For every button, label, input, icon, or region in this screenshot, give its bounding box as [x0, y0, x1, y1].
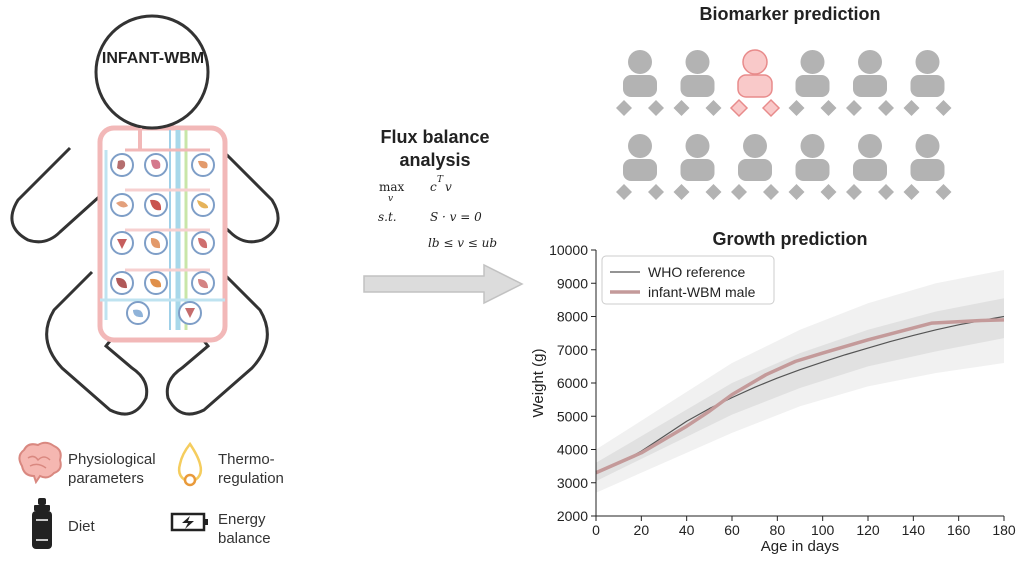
growth-chart: 2000 3000 4000 5000 6000 7000 8000 9000 10000 0 20…: [530, 242, 1016, 555]
legend-energy-line2: balance: [218, 530, 271, 547]
eq-constraint2: lb ≤ v ≤ ub: [428, 236, 498, 250]
y-tick-label: 3000: [557, 475, 588, 491]
baby-icon: [903, 50, 952, 116]
legend-entry: infant-WBM male: [648, 284, 756, 300]
baby-icon: [846, 134, 894, 200]
legend-thermo-label: Thermo- regulation: [218, 450, 284, 488]
infant-body-diagram: [10, 14, 280, 416]
eq-max-sub: v: [388, 194, 394, 204]
battery-icon: [170, 512, 208, 532]
series-line: [595, 318, 1005, 475]
baby-icon: [673, 50, 722, 116]
legend-physio-line1: Physiological: [68, 451, 156, 468]
y-tick-label: 10000: [549, 242, 588, 258]
baby-icon: [616, 134, 664, 200]
y-tick-label: 5000: [557, 408, 588, 424]
baby-icon: [903, 134, 952, 200]
y-tick-label: 4000: [557, 442, 588, 458]
y-tick-label: 8000: [557, 309, 588, 325]
legend-energy-line1: Energy: [218, 511, 266, 528]
eq-obj-sup: T: [437, 175, 444, 185]
baby-icon: [673, 134, 722, 200]
chart-legend: WHO reference infant-WBM male: [601, 255, 775, 305]
x-axis-label: Age in days: [761, 538, 839, 555]
fba-title-line2: analysis: [399, 150, 471, 170]
organ-nodes: [110, 153, 215, 325]
x-tick-label: 60: [724, 522, 740, 538]
biomarker-title: Biomarker prediction: [699, 4, 881, 24]
legend-entry: WHO reference: [648, 264, 745, 280]
baby-icon: [616, 50, 664, 116]
x-tick-label: 20: [634, 522, 650, 538]
y-axis-label: Weight (g): [530, 349, 547, 418]
x-tick-label: 0: [592, 522, 600, 538]
y-tick-label: 2000: [557, 508, 588, 524]
legend-physio-line2: parameters: [68, 470, 144, 487]
confidence-band: [596, 298, 1004, 482]
x-tick-label: 120: [856, 522, 880, 538]
chart-title: Growth prediction: [712, 229, 868, 249]
baby-icon: [729, 49, 781, 118]
eq-obj-c: c: [430, 180, 437, 194]
y-tick-label: 7000: [557, 342, 588, 358]
y-tick-label: 6000: [557, 375, 588, 391]
baby-icon: [846, 50, 894, 116]
series-line: [595, 315, 1005, 474]
fba-title-line1: Flux balance: [380, 127, 490, 147]
fba-title: Flux balance analysis: [360, 126, 510, 172]
fba-equations: max v c T v s.t. S · v = 0 lb ≤ v ≤ ub: [374, 175, 534, 250]
x-tick-label: 80: [770, 522, 786, 538]
eq-st: s.t.: [378, 210, 397, 224]
eq-constraint1: S · v = 0: [430, 210, 482, 224]
baby-icon: [788, 134, 837, 200]
x-tick-label: 100: [811, 522, 835, 538]
baby-icon: [788, 50, 837, 116]
legend-physio-label: Physiological parameters: [68, 450, 156, 488]
baby-grid: [616, 49, 952, 200]
flame-icon: [177, 441, 203, 487]
legend-thermo-line2: regulation: [218, 470, 284, 487]
eq-obj-v: v: [445, 180, 452, 194]
eq-max: max: [379, 180, 405, 194]
x-tick-label: 180: [992, 522, 1016, 538]
legend-thermo-line1: Thermo-: [218, 451, 275, 468]
x-tick-label: 140: [902, 522, 926, 538]
x-tick-label: 160: [947, 522, 971, 538]
legend-energy-label: Energy balance: [218, 510, 271, 548]
bottle-icon: [32, 498, 52, 549]
y-tick-label: 9000: [557, 275, 588, 291]
x-tick-label: 40: [679, 522, 695, 538]
model-title: INFANT-WBM: [101, 50, 205, 67]
organ-icons: [116, 159, 209, 318]
brain-icon: [18, 441, 62, 484]
legend-diet-label: Diet: [68, 518, 95, 535]
baby-icon: [731, 134, 779, 200]
circulation-lines: [100, 128, 225, 330]
flow-arrow: [363, 263, 524, 305]
